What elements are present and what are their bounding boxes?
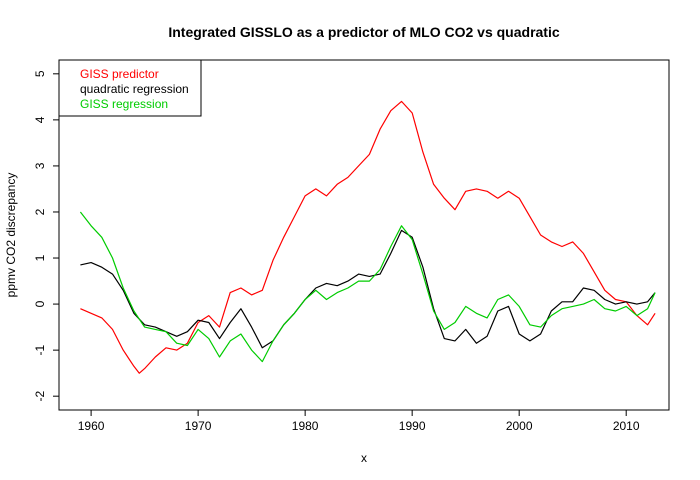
y-tick-label: 4 (33, 116, 47, 123)
series-line-1 (80, 229, 656, 349)
y-axis-label: ppmv CO2 discrepancy (4, 173, 18, 298)
legend-entry: GISS predictor (80, 67, 159, 81)
x-axis-label: x (361, 451, 367, 465)
x-tick-label: 2000 (506, 419, 533, 433)
x-tick-label: 1970 (185, 419, 212, 433)
y-axis: -2 -1 0 1 2 3 4 5 (33, 70, 60, 402)
y-tick-label: 3 (33, 162, 47, 169)
y-tick-label: -1 (33, 344, 47, 355)
x-tick-label: 1960 (78, 419, 105, 433)
y-tick-label: 5 (33, 70, 47, 77)
legend-box (58, 59, 202, 117)
legend-entry: GISS regression (80, 97, 168, 111)
y-tick-label: 1 (33, 254, 47, 261)
x-tick-label: 2010 (613, 419, 640, 433)
legend-entry: quadratic regression (80, 82, 189, 96)
x-axis: 1960 1970 1980 1990 2000 2010 (78, 409, 640, 433)
y-tick-label: 0 (33, 300, 47, 307)
series-line-0 (80, 100, 656, 374)
chart-title: Integrated GISSLO as a predictor of MLO … (168, 24, 560, 40)
series-lines (79, 100, 656, 374)
x-tick-label: 1990 (399, 419, 426, 433)
y-tick-label: 2 (33, 208, 47, 215)
y-tick-label: -2 (33, 391, 47, 402)
series-line-2 (79, 211, 656, 363)
x-tick-label: 1980 (292, 419, 319, 433)
